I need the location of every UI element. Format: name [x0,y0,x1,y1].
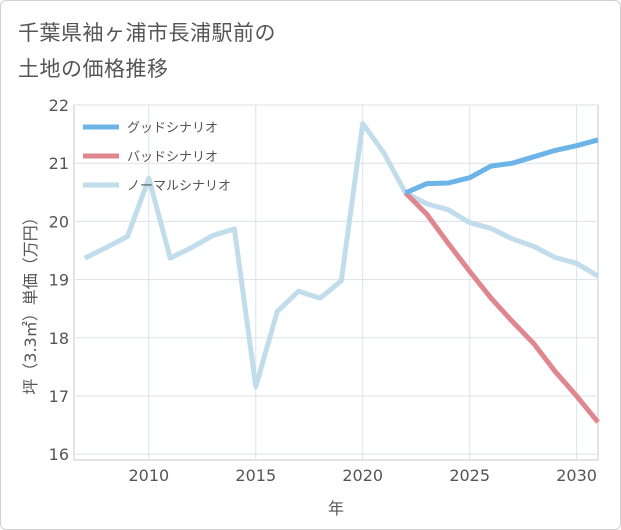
y-tick-labels: 16 17 18 19 20 21 22 [49,96,69,464]
series-line-1 [404,137,599,196]
x-gridlines [148,105,578,460]
x-tick-label: 2010 [128,466,169,485]
y-tick-label: 16 [49,445,69,464]
y-tick-label: 19 [49,271,69,290]
series-line-3 [83,121,600,390]
legend-label: ノーマルシナリオ [127,179,231,194]
y-tick-label: 20 [49,212,69,231]
x-tick-label: 2025 [449,466,490,485]
x-tick-label: 2015 [235,466,276,485]
y-tick-label: 22 [49,96,69,115]
legend-label: バッドシナリオ [127,150,218,165]
y-tick-label: 18 [49,329,69,348]
x-tick-labels: 2010 2015 2020 2025 2030 [128,466,596,485]
legend-label: グッドシナリオ [127,121,218,136]
series-lines [83,121,600,424]
x-tick-label: 2030 [556,466,597,485]
x-tick-label: 2020 [342,466,383,485]
y-axis-label: 坪（3.3㎡）単価（万円） [21,209,40,394]
y-tick-label: 17 [49,387,69,406]
chart-title: 千葉県袖ヶ浦市長浦駅前の 土地の価格推移 [18,21,276,81]
y-tick-label: 21 [49,154,69,173]
series-line-2 [403,191,600,424]
x-axis-label: 年 [328,499,344,518]
